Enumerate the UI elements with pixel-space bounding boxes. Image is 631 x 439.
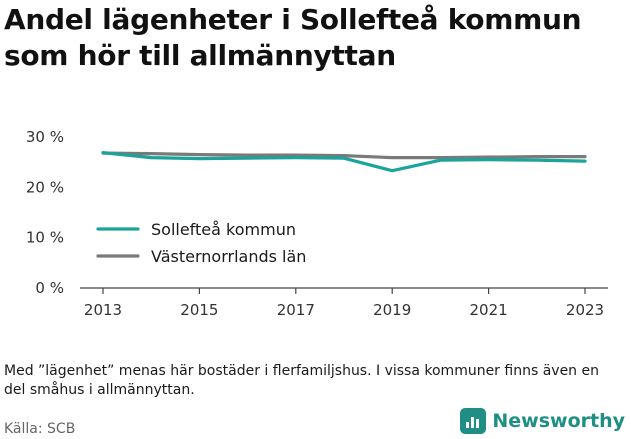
legend-label: Västernorrlands län <box>151 247 306 266</box>
x-tick-label: 2021 <box>470 301 508 319</box>
x-tick-label: 2013 <box>84 301 122 319</box>
x-tick-label: 2023 <box>566 301 604 319</box>
x-tick-label: 2015 <box>180 301 218 319</box>
y-tick-label: 20 % <box>26 178 64 196</box>
source-label: Källa: SCB <box>4 421 76 437</box>
y-tick-label: 10 % <box>26 229 64 247</box>
chart-note: Med ”lägenhet” menas här bostäder i fler… <box>4 363 599 398</box>
series-lines <box>101 151 587 173</box>
x-tick-label: 2019 <box>373 301 411 319</box>
brand-logo: Newsworthy <box>460 408 625 434</box>
y-axis: 0 % 10 % 20 % 30 % <box>26 128 64 297</box>
x-tick-label: 2017 <box>277 301 315 319</box>
series-line-0 <box>101 151 587 173</box>
legend-background <box>90 214 334 270</box>
newsworthy-logo-icon <box>460 408 487 434</box>
line-chart: 0 % 10 % 20 % 30 % 2013 2015 2017 2019 2021 2023… <box>26 128 608 319</box>
y-tick-label: 30 % <box>26 128 64 146</box>
series-line-1 <box>101 151 587 160</box>
y-tick-label: 0 % <box>35 279 64 297</box>
legend-label: Sollefteå kommun <box>151 220 296 239</box>
chart-title: Andel lägenheter i Sollefteå kommun som … <box>4 3 582 72</box>
brand-name: Newsworthy <box>492 410 625 432</box>
x-axis: 2013 2015 2017 2019 2021 2023 <box>84 288 604 319</box>
legend: Sollefteå kommun Västernorrlands län <box>90 214 334 270</box>
